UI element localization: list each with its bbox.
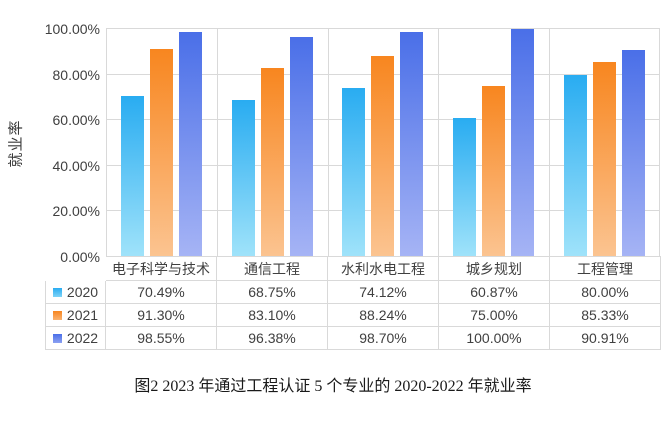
legend-swatch	[52, 287, 62, 297]
y-tick-label: 20.00%	[52, 203, 100, 220]
table-value-cell: 90.91%	[550, 327, 661, 350]
table-value-cell: 70.49%	[106, 281, 217, 304]
bar-2021	[371, 55, 395, 257]
table-value-cell: 85.33%	[550, 304, 661, 327]
bar-2021	[260, 67, 284, 257]
table-header-cell: 通信工程	[217, 256, 328, 281]
bar-2022	[622, 49, 646, 257]
gridline-vertical	[327, 29, 329, 257]
bar-group	[106, 29, 217, 257]
table-value-cell: 74.12%	[328, 281, 439, 304]
legend-swatch	[52, 310, 62, 320]
y-tick-label: 100.00%	[44, 21, 100, 37]
bar-groups	[106, 29, 660, 257]
bar-group	[328, 29, 439, 257]
gridline-vertical	[659, 29, 660, 257]
bar-2022	[511, 29, 535, 257]
table-header-cell: 电子科学与技术	[106, 256, 217, 281]
table-value-cell: 68.75%	[217, 281, 328, 304]
figure-caption: 图2 2023 年通过工程认证 5 个专业的 2020-2022 年就业率	[134, 378, 532, 395]
table-header-cell: 工程管理	[550, 256, 661, 281]
bar-2020	[564, 74, 588, 257]
table-value-cell: 75.00%	[439, 304, 550, 327]
y-tick-label: 80.00%	[52, 66, 100, 83]
table-value-cell: 83.10%	[217, 304, 328, 327]
legend-cell-2021: 2021	[45, 304, 106, 327]
bar-2022	[289, 37, 313, 257]
table-value-cell: 91.30%	[106, 304, 217, 327]
legend-swatch	[52, 333, 62, 343]
legend-cell-2020: 2020	[45, 281, 106, 304]
bar-2021	[593, 62, 617, 257]
y-tick-label: 40.00%	[52, 157, 100, 174]
bar-2021	[149, 48, 173, 257]
legend-year-label: 2020	[66, 284, 99, 300]
gridline-vertical	[438, 29, 440, 257]
gridline-vertical	[106, 29, 107, 257]
legend-cell-2022: 2022	[45, 327, 106, 350]
y-tick-label: 0.00%	[60, 249, 100, 265]
gridline-vertical	[549, 29, 551, 257]
table-corner-cell	[45, 256, 106, 281]
table-header-cell: 水利水电工程	[328, 256, 439, 281]
table-value-cell: 98.70%	[328, 327, 439, 350]
gridline-vertical	[216, 29, 218, 257]
bar-2022	[400, 31, 424, 257]
bar-group	[549, 29, 660, 257]
bar-2020	[453, 118, 477, 257]
y-axis-ticks: 0.00% 20.00% 40.00% 60.00% 80.00% 100.00%	[0, 21, 100, 265]
bar-2020	[231, 100, 255, 257]
table-value-cell: 96.38%	[217, 327, 328, 350]
table-value-cell: 60.87%	[439, 281, 550, 304]
table-value-cell: 98.55%	[106, 327, 217, 350]
table-value-cell: 88.24%	[328, 304, 439, 327]
bar-group	[217, 29, 328, 257]
table-value-cell: 100.00%	[439, 327, 550, 350]
data-table: 电子科学与技术 通信工程 水利水电工程 城乡规划 工程管理 2020 70.49% 68.75…	[45, 256, 661, 350]
gridline-horizontal	[106, 28, 660, 29]
legend-year-label: 2022	[66, 330, 99, 346]
table-header-cell: 城乡规划	[439, 256, 550, 281]
bar-2020	[342, 88, 366, 257]
table-value-cell: 80.00%	[550, 281, 661, 304]
bar-2021	[482, 86, 506, 257]
plot-area	[106, 28, 660, 257]
bar-group	[438, 29, 549, 257]
bar-2020	[120, 96, 144, 257]
legend-year-label: 2021	[66, 307, 99, 323]
bar-2022	[178, 32, 202, 257]
y-tick-label: 60.00%	[52, 112, 100, 129]
